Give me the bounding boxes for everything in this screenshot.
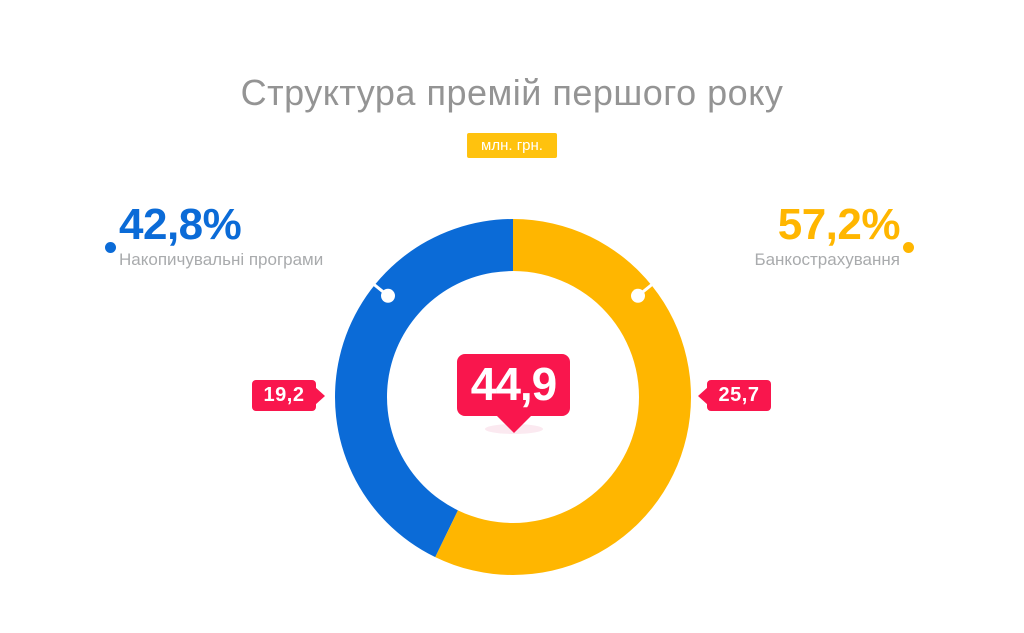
unit-badge: млн. грн. xyxy=(467,133,557,158)
center-total-badge: 44,9 xyxy=(457,354,570,434)
stat-block-left: 42,8% Накопичувальні програми xyxy=(105,203,385,270)
stat-right-percent: 57,2% xyxy=(777,200,901,249)
value-callout-left: 19,2 xyxy=(252,380,325,411)
leader-dot-0 xyxy=(381,288,396,303)
stat-left-percent: 42,8% xyxy=(119,200,242,249)
donut-slice-1 xyxy=(435,219,691,575)
donut-chart xyxy=(335,219,691,575)
stat-left-label: Накопичувальні програми xyxy=(119,250,324,269)
value-callout-right: 25,7 xyxy=(698,380,771,411)
badge-pointer-icon xyxy=(496,416,531,433)
stat-block-right: 57,2% Банкострахування xyxy=(634,203,914,270)
blue-dot-icon xyxy=(105,242,116,253)
stat-right-label: Банкострахування xyxy=(754,250,900,269)
yellow-dot-icon xyxy=(903,242,914,253)
donut-slice-0 xyxy=(335,219,513,558)
leader-dot-1 xyxy=(630,288,645,303)
center-total-value: 44,9 xyxy=(457,354,570,416)
page-title: Структура премій першого року xyxy=(240,72,784,113)
